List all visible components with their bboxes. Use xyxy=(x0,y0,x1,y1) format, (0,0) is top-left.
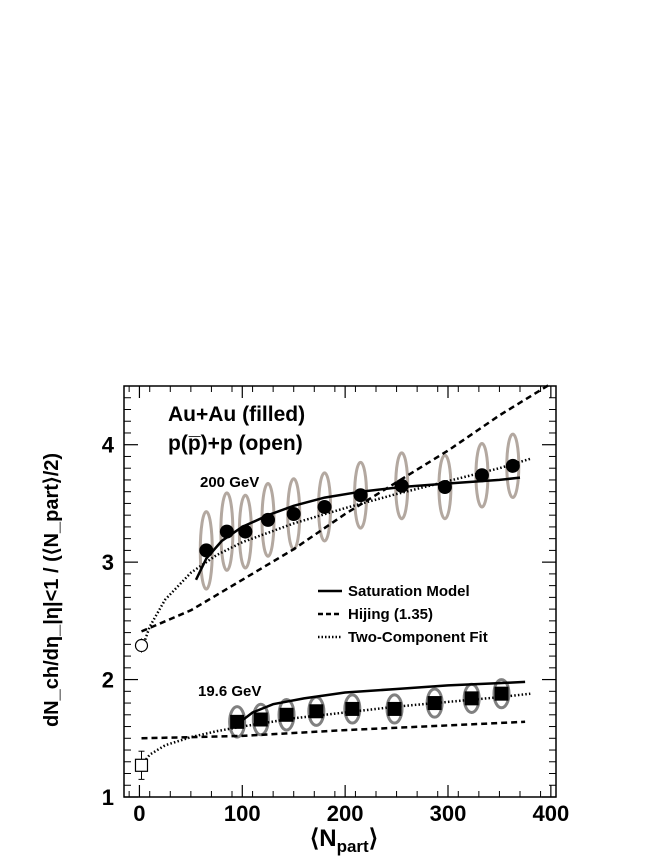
point-auau-19-6 xyxy=(230,714,245,729)
legend-label-twocomp: Two-Component Fit xyxy=(348,629,488,646)
y-axis-title: dN_ch/dη_|η|<1 / (⟨N_part⟩/2) xyxy=(41,453,63,727)
label-200gev: 200 GeV xyxy=(200,474,259,491)
point-pp-19-6 xyxy=(134,758,149,772)
curve-two-component-fit xyxy=(140,692,531,767)
x-tick-label: 200 xyxy=(327,801,364,826)
error-ellipse xyxy=(343,693,362,725)
point-auau-19-6 xyxy=(494,686,509,701)
point-pp-200 xyxy=(134,638,149,653)
model-curves xyxy=(140,382,552,767)
y-tick-label: 2 xyxy=(102,668,114,693)
x-tick-label: 400 xyxy=(532,801,569,826)
point-auau-19-6 xyxy=(427,696,442,711)
axes: 0 100 200 300 400 1 2 3 4 xyxy=(102,385,569,826)
point-auau-19-6 xyxy=(279,707,294,722)
point-auau-200 xyxy=(353,488,368,503)
error-ellipse xyxy=(492,678,511,710)
point-auau-19-6 xyxy=(464,691,479,706)
point-auau-200 xyxy=(474,468,489,483)
error-ellipse xyxy=(277,698,296,732)
point-auau-200 xyxy=(199,543,214,558)
point-auau-200 xyxy=(238,524,253,539)
y-tick-label: 3 xyxy=(102,550,114,575)
point-auau-200 xyxy=(437,479,452,494)
error-ellipse xyxy=(385,693,404,725)
point-auau-19-6 xyxy=(345,701,360,716)
curve-saturation-model xyxy=(194,476,521,581)
curve-hijing-1-35- xyxy=(141,720,526,740)
x-tick-label: 0 xyxy=(133,801,145,826)
point-auau-200 xyxy=(286,506,301,521)
point-auau-19-6 xyxy=(309,704,324,719)
curve-saturation-model xyxy=(236,680,526,726)
x-axis-title: ⟨Npart⟩ xyxy=(310,825,378,856)
legend-label-saturation: Saturation Model xyxy=(348,583,470,600)
point-auau-19-6 xyxy=(387,701,402,716)
x-tick-label: 300 xyxy=(430,801,467,826)
annotation-auau: Au+Au (filled) xyxy=(168,403,305,426)
point-auau-200 xyxy=(317,499,332,514)
point-auau-200 xyxy=(505,458,520,473)
legend: Saturation Model Hijing (1.35) Two-Compo… xyxy=(318,583,488,646)
point-auau-200 xyxy=(394,478,409,493)
label-19-6gev: 19.6 GeV xyxy=(198,683,261,700)
point-auau-19-6 xyxy=(253,712,268,727)
plot-frame xyxy=(123,385,557,798)
point-auau-200 xyxy=(219,524,234,539)
error-ellipse xyxy=(251,702,270,737)
y-tick-label: 4 xyxy=(102,433,115,458)
data-points xyxy=(134,458,520,780)
curve-hijing-1-35- xyxy=(141,382,552,633)
annotation-ppbar: p(p̅)+p (open) xyxy=(168,432,303,455)
legend-label-hijing: Hijing (1.35) xyxy=(348,606,433,623)
x-tick-label: 100 xyxy=(224,801,261,826)
y-tick-label: 1 xyxy=(102,785,114,810)
point-auau-200 xyxy=(261,512,275,527)
